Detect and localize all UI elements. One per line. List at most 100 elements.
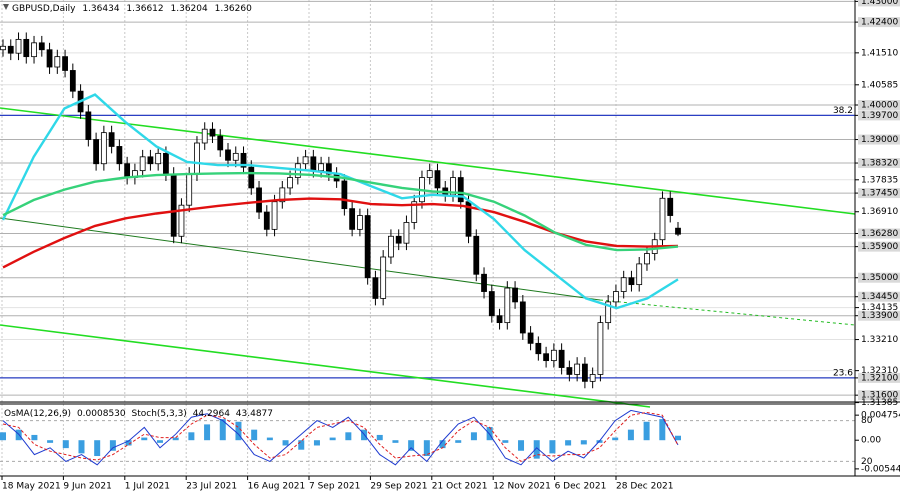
osma-bar (612, 437, 619, 441)
y-tick-label: 1.34450 (861, 292, 898, 302)
osma-bar (580, 440, 587, 445)
y-tick-label: 1.39700 (861, 111, 898, 121)
candle-body (388, 235, 394, 258)
candle-body (349, 208, 356, 230)
x-tick-label: 21 Oct 2021 (432, 482, 488, 492)
candle-body (496, 315, 503, 324)
y-tick-label: 1.31385 (861, 398, 898, 408)
candle-body (7, 45, 14, 54)
open-label: 1.36434 (82, 4, 119, 14)
y-tick-label: 1.36280 (861, 229, 898, 239)
osma-bar (313, 440, 320, 446)
candle-body (54, 56, 61, 68)
y-tick-highlight (858, 188, 900, 199)
candle-body (302, 156, 309, 165)
y-tick-label: 1.31600 (861, 391, 898, 401)
osma-bar (533, 440, 540, 459)
candle-body (364, 215, 371, 279)
candle-body (325, 163, 332, 175)
osma-bar (219, 419, 226, 441)
candle-body (473, 235, 480, 275)
x-tick-label: 23 Jul 2021 (186, 482, 237, 492)
moving-average (2, 171, 679, 252)
x-tick-label: 6 Dec 2021 (555, 482, 607, 492)
candle-body (574, 363, 581, 375)
candle-body (605, 301, 612, 324)
candle-body (23, 38, 30, 58)
candle-body (85, 111, 92, 140)
candle-body (271, 201, 278, 230)
candle-body (209, 128, 216, 137)
candle-body (116, 146, 123, 165)
osma-tick-label: -0.0054400 (861, 464, 900, 474)
symbol: GBPUSD,Daily (12, 4, 76, 14)
y-tick-label: 1.42400 (861, 18, 898, 28)
y-tick-label: 1.36910 (861, 207, 898, 217)
candle-body (155, 152, 162, 165)
y-tick-label: 1.37450 (861, 189, 898, 199)
x-tick-label: 1 Jul 2021 (125, 482, 170, 492)
candle-body (512, 287, 518, 303)
osma-value: 0.0008530 (77, 409, 126, 419)
y-tick-label: 1.38320 (861, 159, 898, 169)
candle-body (519, 301, 526, 334)
fib-label: 38.2 (833, 106, 853, 116)
y-tick-highlight (858, 0, 900, 7)
candle-body (488, 291, 495, 317)
plot (0, 32, 681, 466)
osma-bar (204, 424, 211, 441)
candle-body (46, 49, 53, 68)
y-tick-highlight (858, 110, 900, 121)
candle-body (93, 139, 100, 165)
y-tick-label: 1.35000 (861, 273, 898, 283)
osma-bar (251, 429, 258, 441)
candle-body (170, 173, 177, 237)
osma-bar (266, 437, 273, 441)
y-tick-highlight (858, 310, 900, 321)
osma-bar (423, 440, 430, 457)
y-tick-label: 1.43000 (861, 0, 898, 7)
osma-bar (172, 437, 179, 441)
y-tick-label: 1.40585 (861, 80, 898, 90)
high-label: 1.36612 (126, 4, 163, 14)
candle-body (481, 273, 487, 292)
candle-body (108, 132, 115, 147)
y-tick-highlight (858, 134, 900, 145)
osma-bar (455, 440, 462, 443)
y-tick-highlight (858, 372, 900, 383)
osma-bar (235, 421, 242, 441)
y-tick-highlight (858, 228, 900, 239)
osma-bar (125, 440, 132, 446)
x-tick-label: 18 May 2021 (2, 482, 61, 492)
candle-body (38, 42, 45, 51)
candle-body (279, 187, 286, 203)
y-tick-highlight (858, 390, 900, 401)
candle-body (550, 349, 557, 362)
candle-body (217, 135, 224, 151)
candle-body (620, 277, 627, 292)
osma-bar (31, 434, 38, 441)
osma-bar (188, 432, 195, 441)
y-tick-label: 1.33210 (861, 335, 898, 345)
candle-body (372, 277, 379, 299)
osma-tick-label: 0.0047540 (861, 411, 900, 421)
fib-label: 23.6 (833, 368, 853, 378)
osma-bar (439, 440, 446, 449)
candle-body (232, 152, 239, 161)
osma-bar (62, 440, 69, 449)
candle-body (457, 177, 464, 203)
channel-line (599, 299, 856, 326)
candle-body (395, 235, 402, 244)
candle-body (659, 197, 666, 241)
osma-bar (109, 440, 116, 451)
y-tick-highlight (858, 158, 900, 169)
x-tick-label: 9 Jun 2021 (63, 482, 111, 492)
y-tick-label: 1.32100 (861, 373, 898, 383)
osma-bar (329, 437, 336, 441)
candle-body (558, 349, 565, 368)
osma-bar (643, 421, 650, 441)
y-tick-label: 1.34135 (861, 303, 898, 313)
candle-body (644, 253, 650, 265)
x-tick-label: 12 Nov 2021 (493, 482, 551, 492)
